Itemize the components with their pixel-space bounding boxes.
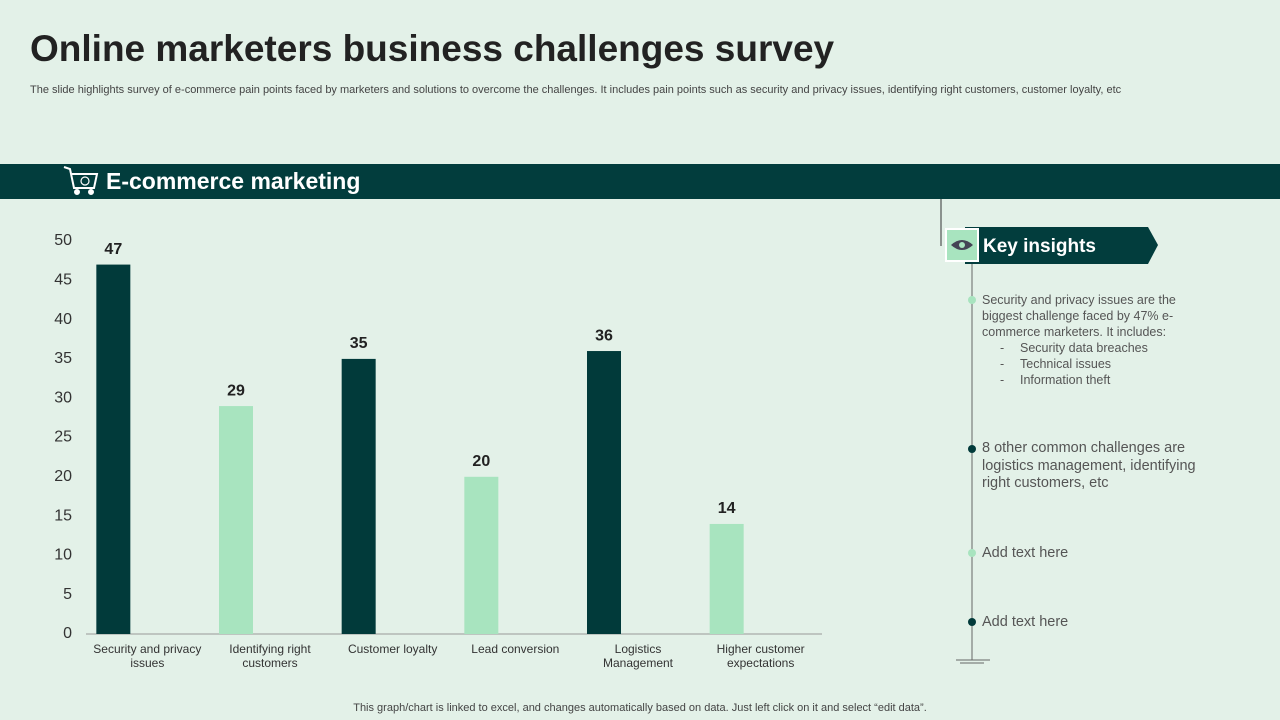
y-tick-label: 30: [54, 389, 72, 406]
insight-item: Add text here: [982, 614, 1207, 632]
bar: [96, 264, 131, 634]
insight-text: 8 other common challenges are logistics …: [982, 440, 1196, 491]
timeline-dot: [968, 296, 976, 304]
x-tick-label: Identifying right customers: [229, 642, 311, 670]
insights-title: Key insights: [983, 236, 1096, 257]
y-tick-label: 35: [54, 350, 72, 367]
x-tick-label: Higher customer expectations: [716, 642, 805, 670]
y-tick-label: 40: [54, 311, 72, 328]
banner-title: E-commerce marketing: [106, 168, 361, 194]
y-tick-label: 50: [54, 232, 72, 249]
slide-subtitle: The slide highlights survey of e-commerc…: [30, 84, 1122, 96]
insight-subitem: - Security data breaches: [1000, 341, 1148, 355]
y-tick-label: 15: [54, 507, 72, 524]
data-label: 20: [472, 453, 490, 470]
y-tick-label: 25: [54, 429, 72, 446]
timeline-dot: [968, 445, 976, 453]
footer-note: This graph/chart is linked to excel, and…: [353, 702, 927, 714]
y-tick-label: 10: [54, 547, 72, 564]
insight-item: Security and privacy issues are the bigg…: [982, 292, 1197, 388]
bar: [587, 351, 621, 634]
insight-subitem-text: Information theft: [1020, 373, 1111, 387]
x-tick-label: Customer loyalty: [347, 642, 438, 656]
eye-icon: [959, 242, 965, 248]
timeline-dot: [968, 618, 976, 626]
insight-text: Add text here: [982, 545, 1069, 561]
data-label: 29: [227, 382, 245, 399]
insight-subitem: - Information theft: [1000, 373, 1111, 387]
banner: [0, 164, 1280, 199]
insight-item: 8 other common challenges are logistics …: [982, 440, 1207, 493]
data-label: 14: [718, 500, 736, 517]
bar: [219, 406, 253, 634]
slide-title: Online marketers business challenges sur…: [30, 28, 835, 69]
insight-subitem-text: Technical issues: [1020, 357, 1112, 371]
data-label: 35: [350, 335, 368, 352]
bar: [464, 476, 499, 634]
insights-header: [965, 227, 1158, 264]
insight-text: Add text here: [982, 614, 1069, 630]
y-tick-label: 45: [54, 272, 72, 289]
cart-icon: [63, 166, 99, 195]
bar: [341, 358, 376, 634]
y-tick-label: 5: [63, 586, 72, 603]
y-tick-label: 0: [63, 625, 72, 642]
x-tick-label: Lead conversion: [471, 642, 560, 656]
x-tick-label: Security and privacy issues: [93, 642, 202, 670]
insight-subitem-text: Security data breaches: [1020, 341, 1148, 355]
insight-subitem: - Technical issues: [1000, 357, 1112, 371]
insight-item: Add text here: [982, 545, 1207, 563]
timeline-dot: [968, 549, 976, 557]
bar: [709, 523, 744, 634]
y-tick-label: 20: [54, 468, 72, 485]
data-label: 47: [104, 241, 122, 258]
x-tick-label: Logistics Management: [602, 642, 674, 670]
insight-text: Security and privacy issues are the bigg…: [982, 293, 1176, 339]
data-label: 36: [595, 327, 613, 344]
